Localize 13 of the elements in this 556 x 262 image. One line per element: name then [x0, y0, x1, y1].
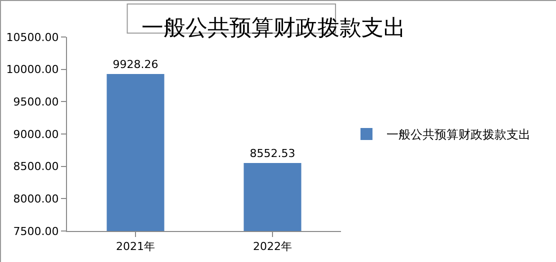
data-label: 9928.26	[112, 58, 158, 71]
legend-label: 一般公共预算财政拨款支出	[386, 128, 530, 142]
y-tick-label: 8000.00	[13, 192, 59, 206]
y-tick-label: 10000.00	[6, 63, 59, 76]
chart-title: 一般公共预算财政拨款支出	[141, 16, 406, 41]
y-tick-label: 8500.00	[13, 160, 59, 174]
y-tick-label: 10500.00	[6, 30, 59, 44]
x-tick-label: 2022年	[253, 240, 292, 254]
x-tick-label: 2021年	[116, 240, 155, 254]
y-tick-label: 9500.00	[13, 96, 59, 109]
y-tick-label: 7500.00	[13, 224, 59, 238]
data-label: 8552.53	[250, 146, 296, 160]
y-tick-label: 9000.00	[13, 128, 59, 141]
